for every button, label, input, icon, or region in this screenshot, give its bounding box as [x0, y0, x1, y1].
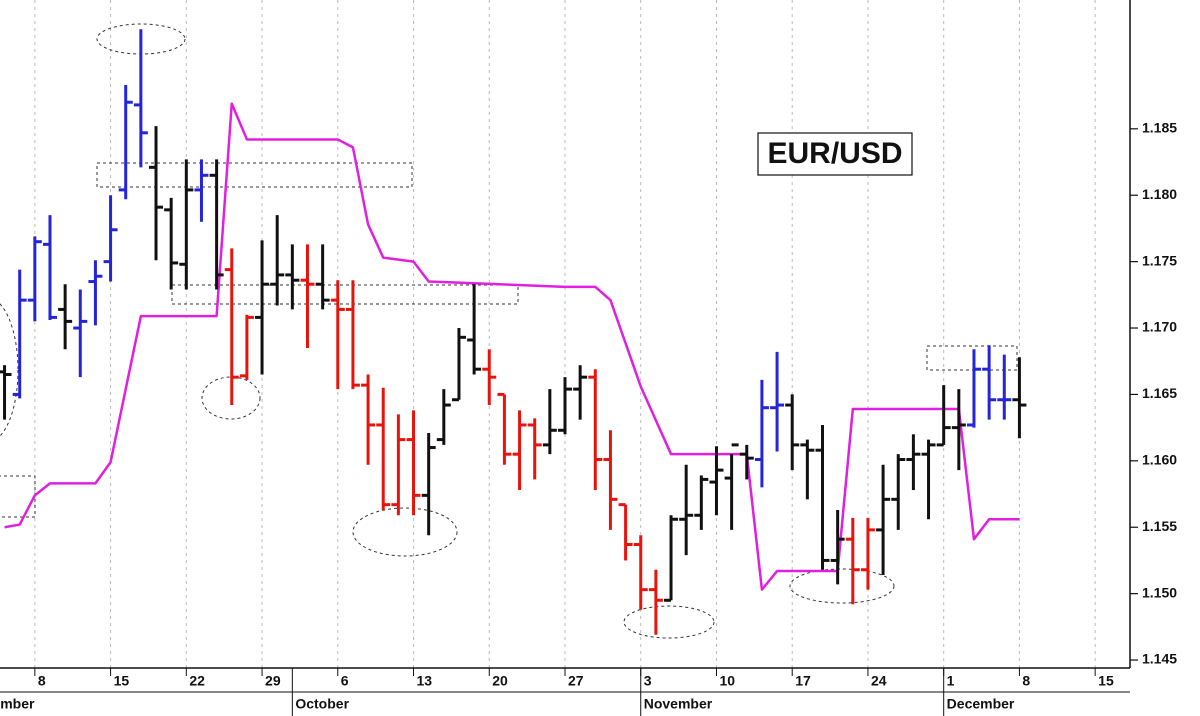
y-tick-label: 1.180	[1142, 186, 1177, 202]
y-tick-label: 1.170	[1142, 319, 1177, 335]
highlight-ellipse	[623, 605, 715, 639]
plot	[0, 29, 1027, 635]
y-tick-label: 1.150	[1142, 584, 1177, 600]
highlight-ellipse	[352, 507, 458, 557]
y-tick-label: 1.185	[1142, 120, 1177, 136]
x-tick-label: 6	[341, 673, 349, 689]
month-label: December	[947, 696, 1015, 712]
x-tick-label: 20	[492, 673, 508, 689]
x-tick-label: 27	[568, 673, 584, 689]
x-tick-label: 29	[265, 673, 281, 689]
y-tick-label: 1.155	[1142, 518, 1177, 534]
highlight-box	[171, 284, 519, 305]
y-tick-label: 1.165	[1142, 385, 1177, 401]
highlight-box	[96, 162, 413, 188]
x-tick-label: 8	[38, 673, 46, 689]
month-label: September	[0, 696, 35, 712]
x-tick-label: 13	[417, 673, 433, 689]
x-tick-label: 15	[1098, 673, 1114, 689]
y-tick-label: 1.160	[1142, 452, 1177, 468]
month-label: November	[644, 696, 713, 712]
highlight-box	[0, 475, 36, 518]
highlight-ellipse	[789, 568, 895, 604]
x-tick-label: 15	[114, 673, 130, 689]
x-tick-label: 22	[189, 673, 205, 689]
x-tick-label: 1	[947, 673, 955, 689]
x-tick-label: 8	[1022, 673, 1030, 689]
x-tick-label: 10	[719, 673, 735, 689]
month-label: October	[295, 696, 349, 712]
highlight-ellipse	[0, 303, 19, 437]
x-tick-label: 24	[871, 673, 887, 689]
chart-title: EUR/USD	[767, 137, 902, 170]
y-tick-label: 1.175	[1142, 252, 1177, 268]
title-box	[757, 132, 913, 176]
x-tick-label: 3	[644, 673, 652, 689]
x-tick-label: 17	[795, 673, 811, 689]
annotations	[0, 23, 1018, 639]
highlight-ellipse	[201, 376, 261, 420]
overlay-line	[4, 102, 1020, 591]
y-tick-label: 1.145	[1142, 651, 1177, 667]
highlight-box	[926, 345, 1018, 371]
